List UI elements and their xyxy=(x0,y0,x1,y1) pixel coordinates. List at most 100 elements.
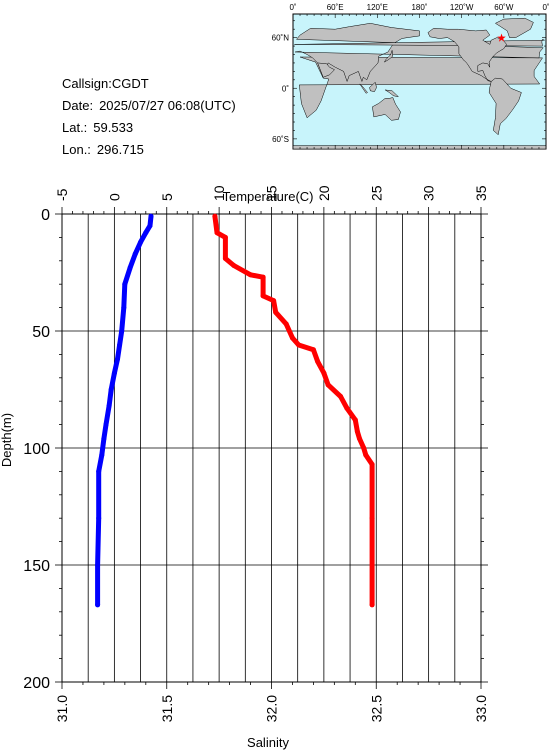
temperature-tick-label: 0 xyxy=(106,193,122,201)
salinity-point xyxy=(363,452,369,458)
chart-series xyxy=(95,213,375,608)
map-lat-label: 60˚S xyxy=(272,135,289,144)
station-star xyxy=(497,33,506,42)
lon-label: Lon.: xyxy=(62,142,91,157)
temperature-point xyxy=(108,387,114,392)
temperature-point xyxy=(147,223,153,229)
salinity-tick-label: 32.5 xyxy=(368,695,384,722)
salinity-point xyxy=(369,515,375,521)
salinity-axis-label: Salinity xyxy=(247,735,289,750)
temperature-point xyxy=(148,213,154,219)
temperature-point xyxy=(95,562,101,568)
callsign-label: Callsign: xyxy=(62,76,112,91)
lat-row: Lat.: 59.533 xyxy=(62,117,236,139)
salinity-profile-line xyxy=(212,213,375,608)
depth-tick-label: 200 xyxy=(23,675,50,692)
salinity-point xyxy=(344,405,350,411)
salinity-tick-label: 31.5 xyxy=(159,695,175,722)
lon-value: 296.715 xyxy=(96,142,144,157)
map-landmass xyxy=(372,97,401,121)
salinity-point xyxy=(212,213,218,219)
salinity-point xyxy=(296,342,302,348)
map-lon-label: 120˚E xyxy=(367,3,388,12)
callsign-value: CGDT xyxy=(111,76,149,91)
date-row: Date: 2025/07/27 06:08(UTC) xyxy=(62,95,236,117)
depth-tick-label: 0 xyxy=(41,207,50,224)
salinity-point xyxy=(369,461,375,467)
depth-tick-label: 150 xyxy=(23,558,50,575)
map-landmass xyxy=(359,83,368,94)
temperature-point xyxy=(99,452,105,458)
callsign-row: Callsign:CGDT xyxy=(62,73,236,95)
temperature-point xyxy=(115,356,120,362)
temperature-tick-label: 30 xyxy=(421,185,437,201)
temperature-tick-label: 35 xyxy=(473,185,489,201)
salinity-point xyxy=(354,429,360,435)
map-landmass xyxy=(369,81,377,92)
temperature-profile-line xyxy=(95,213,154,608)
salinity-tick-label: 33.0 xyxy=(473,695,489,722)
salinity-point xyxy=(222,234,228,240)
temperature-point xyxy=(96,468,102,474)
temperature-point xyxy=(111,370,117,376)
salinity-point xyxy=(321,370,327,376)
temperature-point xyxy=(117,342,123,348)
lat-value: 59.533 xyxy=(93,120,134,135)
temperature-point xyxy=(132,251,138,257)
salinity-point xyxy=(222,256,228,261)
temperature-tick-label: 10 xyxy=(211,185,227,201)
temperature-tick-label: 20 xyxy=(316,185,332,201)
station-info: Callsign:CGDT Date: 2025/07/27 06:08(UTC)… xyxy=(62,73,236,161)
salinity-point xyxy=(338,394,344,399)
lon-row: Lon.: 296.715 xyxy=(62,139,236,161)
lat-label: Lat.: xyxy=(62,120,88,135)
salinity-point xyxy=(315,358,321,364)
salinity-point xyxy=(231,263,237,268)
salinity-point xyxy=(273,309,279,315)
map-landmass xyxy=(317,62,335,78)
temperature-point xyxy=(96,515,102,521)
map-lat-label: 0˚ xyxy=(282,84,289,93)
map-lon-label: 180˚ xyxy=(411,3,427,12)
depth-tick-label: 50 xyxy=(32,324,50,341)
map-labels: 0˚ 60˚E 120˚E 180˚ 120˚W 60˚W 0˚ 60˚N 0˚ 60˚S xyxy=(272,3,550,144)
temperature-point xyxy=(143,230,149,236)
salinity-point xyxy=(357,436,362,442)
map-land xyxy=(292,17,547,150)
salinity-point xyxy=(361,445,367,451)
salinity-point xyxy=(283,321,289,327)
map-landmass xyxy=(427,28,507,82)
salinity-point xyxy=(369,602,375,608)
temperature-point xyxy=(121,305,127,311)
date-value: 2025/07/27 06:08(UTC) xyxy=(99,98,236,113)
salinity-point xyxy=(352,417,358,423)
temperature-point xyxy=(127,265,133,271)
map-lon-label: 0˚ xyxy=(542,3,549,12)
depth-axis-label: Depth(m) xyxy=(0,413,14,467)
salinity-point xyxy=(214,230,220,236)
temperature-point xyxy=(103,422,109,428)
temperature-point xyxy=(106,403,112,409)
salinity-point xyxy=(260,274,266,280)
chart-ticks: -5 0 5 10 15 20 25 30 35 31.0 31.5 32.0 32.5 33.0 0 50 1… xyxy=(23,185,489,722)
salinity-point xyxy=(310,347,316,353)
temperature-point xyxy=(122,281,128,287)
temperature-tick-label: 15 xyxy=(264,185,280,201)
salinity-tick-label: 32.0 xyxy=(264,695,280,722)
map-landmass xyxy=(494,17,534,38)
salinity-point xyxy=(271,298,277,304)
temperature-point xyxy=(101,436,107,442)
depth-tick-label: 100 xyxy=(23,441,50,458)
station-marker xyxy=(497,33,506,42)
salinity-point xyxy=(325,382,331,388)
temperature-point xyxy=(95,602,101,608)
map-landmass xyxy=(383,50,394,63)
salinity-point xyxy=(248,272,253,278)
map-lon-label: 0˚ xyxy=(289,3,296,12)
temperature-tick-label: 5 xyxy=(159,193,175,201)
map-graticule xyxy=(292,14,547,149)
map-lon-label: 60˚W xyxy=(494,3,514,12)
temperature-point xyxy=(138,239,144,245)
